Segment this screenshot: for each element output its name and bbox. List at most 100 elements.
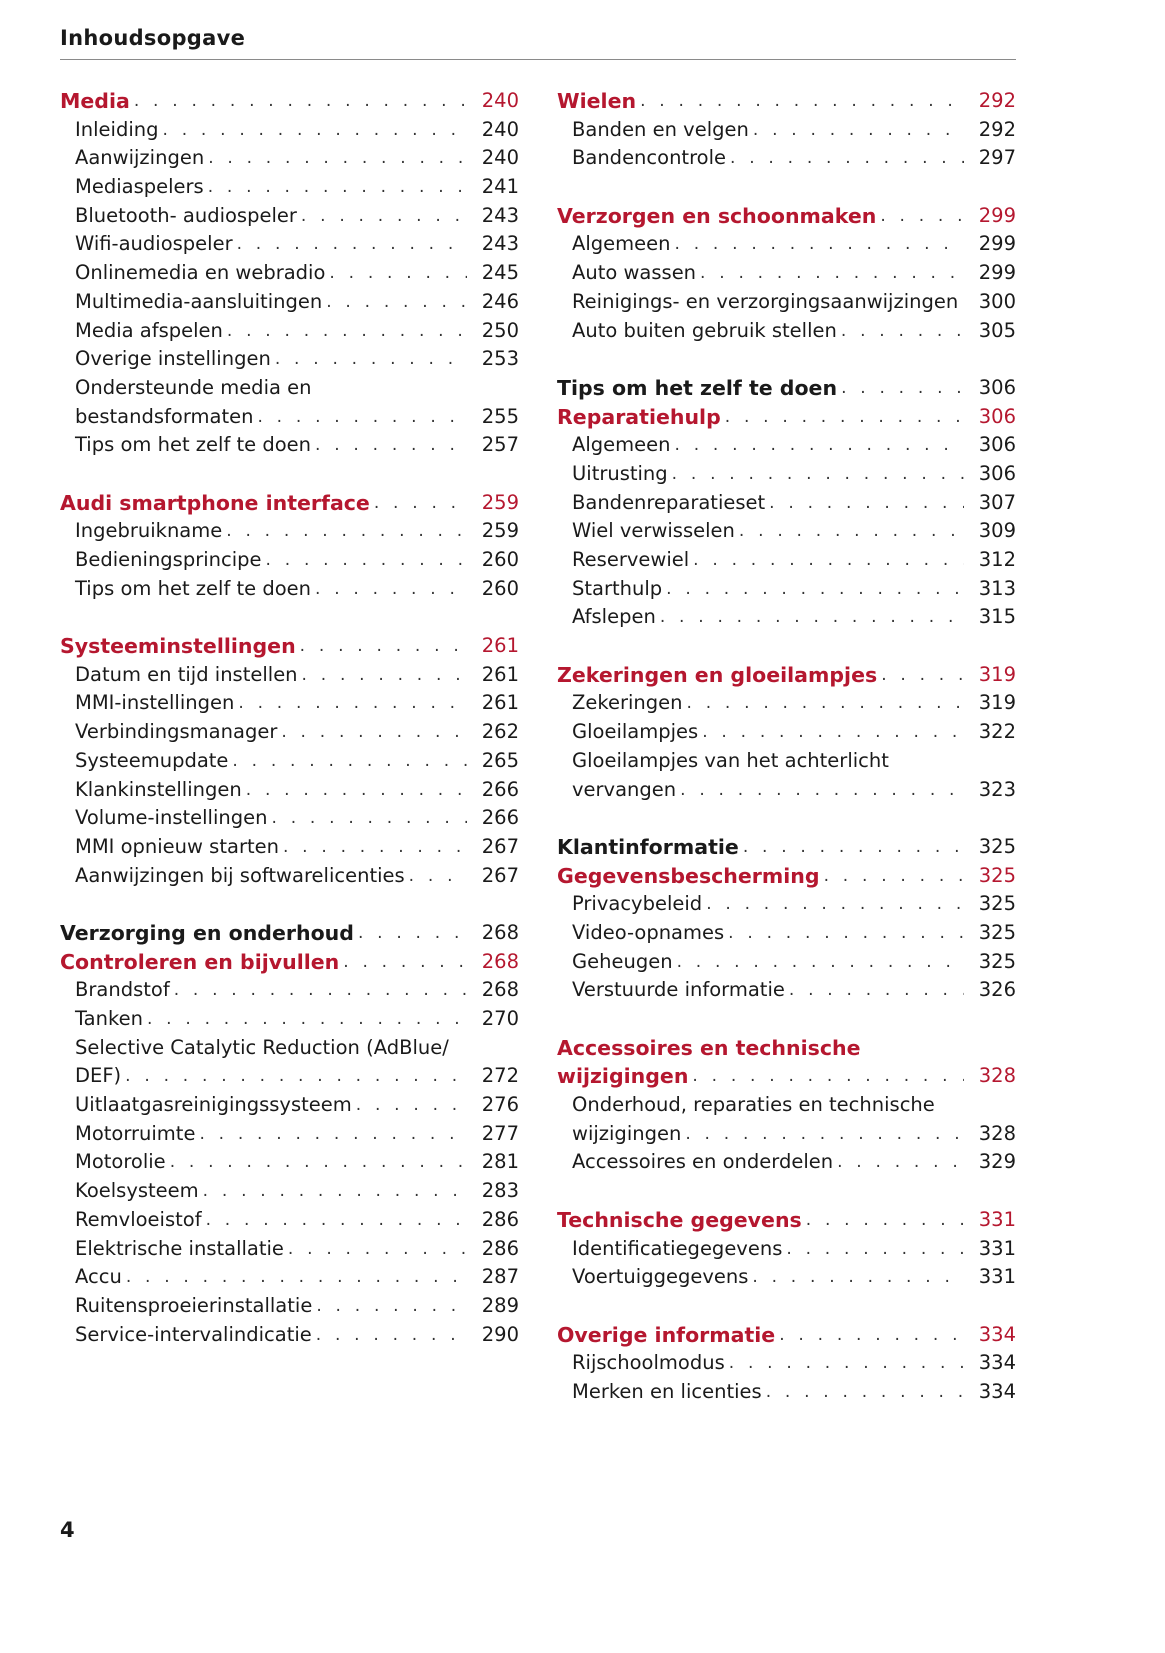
toc-entry[interactable]: Bandenreparatieset . . . . . . . . . . .…	[557, 489, 1016, 518]
toc-entry[interactable]: Bedieningsprincipe . . . . . . . . . . .…	[60, 546, 519, 575]
toc-entry[interactable]: Verstuurde informatie . . . . . . . . . …	[557, 976, 1016, 1005]
dot-leader: . . . . . . . . . . . . . . . . . . . . …	[752, 1267, 964, 1288]
toc-entry[interactable]: vervangen . . . . . . . . . . . . . . . …	[557, 776, 1016, 805]
toc-entry[interactable]: Zekeringen . . . . . . . . . . . . . . .…	[557, 689, 1016, 718]
toc-entry[interactable]: Bandencontrole . . . . . . . . . . . . .…	[557, 144, 1016, 173]
toc-entry-page: 268	[481, 920, 519, 944]
toc-entry[interactable]: Aanwijzingen . . . . . . . . . . . . . .…	[60, 144, 519, 173]
toc-section-heading[interactable]: Controleren en bijvullen . . . . . . . .…	[60, 948, 519, 977]
toc-entry[interactable]: Wiel verwisselen . . . . . . . . . . . .…	[557, 517, 1016, 546]
toc-entry[interactable]: Tips om het zelf te doen . . . . . . . .…	[60, 575, 519, 604]
toc-entry[interactable]: Brandstof . . . . . . . . . . . . . . . …	[60, 976, 519, 1005]
toc-entry[interactable]: Mediaspelers . . . . . . . . . . . . . .…	[60, 173, 519, 202]
toc-entry[interactable]: Gloeilampjes van het achterlicht	[557, 747, 1016, 776]
toc-entry[interactable]: Klankinstellingen . . . . . . . . . . . …	[60, 776, 519, 805]
toc-entry[interactable]: Privacybeleid . . . . . . . . . . . . . …	[557, 890, 1016, 919]
toc-section-heading[interactable]: Reparatiehulp . . . . . . . . . . . . . …	[557, 403, 1016, 432]
toc-entry[interactable]: Gloeilampjes . . . . . . . . . . . . . .…	[557, 718, 1016, 747]
toc-section-heading[interactable]: Verzorging en onderhoud . . . . . . . . …	[60, 919, 519, 948]
toc-entry[interactable]: Ruitensproeierinstallatie . . . . . . . …	[60, 1292, 519, 1321]
toc-section-heading[interactable]: Technische gegevens . . . . . . . . . . …	[557, 1206, 1016, 1235]
toc-entry-page: 325	[978, 920, 1016, 944]
toc-section-heading[interactable]: Gegevensbescherming . . . . . . . . . . …	[557, 862, 1016, 891]
toc-entry[interactable]: Voertuiggegevens . . . . . . . . . . . .…	[557, 1263, 1016, 1292]
dot-leader: . . . . . . . . . . . . . . . . . . . . …	[315, 578, 467, 599]
toc-entry[interactable]: Koelsysteem . . . . . . . . . . . . . . …	[60, 1177, 519, 1206]
toc-entry-page: 259	[481, 490, 519, 514]
toc-entry-page: 334	[978, 1379, 1016, 1403]
toc-entry[interactable]: Starthulp . . . . . . . . . . . . . . . …	[557, 575, 1016, 604]
spacer	[557, 632, 1016, 661]
toc-entry[interactable]: Overige instellingen . . . . . . . . . .…	[60, 345, 519, 374]
toc-entry[interactable]: Tips om het zelf te doen . . . . . . . .…	[60, 431, 519, 460]
toc-section-heading[interactable]: Tips om het zelf te doen . . . . . . . .…	[557, 374, 1016, 403]
toc-entry[interactable]: Ingebruikname . . . . . . . . . . . . . …	[60, 517, 519, 546]
toc-entry[interactable]: Algemeen . . . . . . . . . . . . . . . .…	[557, 431, 1016, 460]
toc-entry-title: wijzigingen	[557, 1064, 689, 1089]
toc-entry[interactable]: Volume-instellingen . . . . . . . . . . …	[60, 804, 519, 833]
toc-section-heading[interactable]: Overige informatie . . . . . . . . . . .…	[557, 1321, 1016, 1350]
toc-section-heading[interactable]: wijzigingen . . . . . . . . . . . . . . …	[557, 1062, 1016, 1091]
toc-section-heading[interactable]: Audi smartphone interface . . . . . . . …	[60, 489, 519, 518]
toc-entry[interactable]: Inleiding . . . . . . . . . . . . . . . …	[60, 116, 519, 145]
toc-entry[interactable]: Reinigings- en verzorgingsaanwijzingen .…	[557, 288, 1016, 317]
toc-entry[interactable]: Aanwijzingen bij softwarelicenties . . .…	[60, 862, 519, 891]
dot-leader: . . . . . . . . . . . . . . . . . . . . …	[674, 435, 964, 456]
toc-entry[interactable]: Accu . . . . . . . . . . . . . . . . . .…	[60, 1263, 519, 1292]
dot-leader: . . . . . . . . . . . . . . . . . . . . …	[728, 922, 964, 943]
toc-entry[interactable]: Bluetooth- audiospeler . . . . . . . . .…	[60, 202, 519, 231]
toc-entry[interactable]: Multimedia-aansluitingen . . . . . . . .…	[60, 288, 519, 317]
toc-entry[interactable]: Banden en velgen . . . . . . . . . . . .…	[557, 116, 1016, 145]
toc-entry[interactable]: Auto wassen . . . . . . . . . . . . . . …	[557, 259, 1016, 288]
toc-entry[interactable]: Uitlaatgasreinigingssysteem . . . . . . …	[60, 1091, 519, 1120]
toc-entry-title: MMI-instellingen	[75, 691, 235, 715]
toc-entry[interactable]: Wifi-audiospeler . . . . . . . . . . . .…	[60, 230, 519, 259]
toc-entry[interactable]: Service-intervalindicatie . . . . . . . …	[60, 1321, 519, 1350]
toc-entry[interactable]: Reservewiel . . . . . . . . . . . . . . …	[557, 546, 1016, 575]
toc-entry-title: Uitlaatgasreinigingssysteem	[75, 1093, 352, 1117]
toc-entry[interactable]: bestandsformaten . . . . . . . . . . . .…	[60, 403, 519, 432]
toc-entry[interactable]: Datum en tijd instellen . . . . . . . . …	[60, 661, 519, 690]
toc-entry-page: 331	[978, 1265, 1016, 1289]
toc-entry[interactable]: Afslepen . . . . . . . . . . . . . . . .…	[557, 603, 1016, 632]
toc-entry[interactable]: Accessoires en onderdelen . . . . . . . …	[557, 1148, 1016, 1177]
toc-entry[interactable]: Video-opnames . . . . . . . . . . . . . …	[557, 919, 1016, 948]
toc-entry[interactable]: Verbindingsmanager . . . . . . . . . . .…	[60, 718, 519, 747]
toc-entry[interactable]: Motorruimte . . . . . . . . . . . . . . …	[60, 1120, 519, 1149]
toc-entry[interactable]: Geheugen . . . . . . . . . . . . . . . .…	[557, 948, 1016, 977]
toc-section-heading[interactable]: Verzorgen en schoonmaken . . . . . . . .…	[557, 202, 1016, 231]
toc-section-heading[interactable]: Klantinformatie . . . . . . . . . . . . …	[557, 833, 1016, 862]
toc-entry-page: 243	[481, 203, 519, 227]
toc-entry[interactable]: Motorolie . . . . . . . . . . . . . . . …	[60, 1148, 519, 1177]
toc-entry[interactable]: Onderhoud, reparaties en technische	[557, 1091, 1016, 1120]
toc-entry-page: 334	[978, 1351, 1016, 1375]
toc-entry[interactable]: Uitrusting . . . . . . . . . . . . . . .…	[557, 460, 1016, 489]
toc-entry[interactable]: Ondersteunde media en	[60, 374, 519, 403]
toc-entry[interactable]: Merken en licenties . . . . . . . . . . …	[557, 1378, 1016, 1407]
toc-entry[interactable]: Tanken . . . . . . . . . . . . . . . . .…	[60, 1005, 519, 1034]
toc-entry[interactable]: Remvloeistof . . . . . . . . . . . . . .…	[60, 1206, 519, 1235]
toc-entry-page: 240	[481, 117, 519, 141]
toc-entry[interactable]: Identificatiegegevens . . . . . . . . . …	[557, 1235, 1016, 1264]
toc-section-heading[interactable]: Wielen . . . . . . . . . . . . . . . . .…	[557, 87, 1016, 116]
toc-section-heading[interactable]: Systeeminstellingen . . . . . . . . . . …	[60, 632, 519, 661]
dot-leader: . . . . . . . . . . . . . . . . . . . . …	[841, 377, 964, 398]
toc-entry[interactable]: Elektrische installatie . . . . . . . . …	[60, 1235, 519, 1264]
toc-section-heading[interactable]: Zekeringen en gloeilampjes . . . . . . .…	[557, 661, 1016, 690]
toc-entry[interactable]: Selective Catalytic Reduction (AdBlue/	[60, 1034, 519, 1063]
toc-entry[interactable]: Media afspelen . . . . . . . . . . . . .…	[60, 317, 519, 346]
dot-leader	[449, 1034, 467, 1063]
toc-entry[interactable]: MMI opnieuw starten . . . . . . . . . . …	[60, 833, 519, 862]
toc-entry[interactable]: Auto buiten gebruik stellen . . . . . . …	[557, 317, 1016, 346]
toc-section-heading[interactable]: Accessoires en technische	[557, 1034, 1016, 1063]
toc-entry[interactable]: wijzigingen . . . . . . . . . . . . . . …	[557, 1120, 1016, 1149]
toc-entry[interactable]: Onlinemedia en webradio . . . . . . . . …	[60, 259, 519, 288]
toc-entry[interactable]: Rijschoolmodus . . . . . . . . . . . . .…	[557, 1349, 1016, 1378]
toc-entry[interactable]: Systeemupdate . . . . . . . . . . . . . …	[60, 747, 519, 776]
toc-entry-title: Reservewiel	[572, 548, 690, 571]
toc-entry[interactable]: Algemeen . . . . . . . . . . . . . . . .…	[557, 230, 1016, 259]
toc-entry-title: Gloeilampjes	[572, 720, 699, 744]
toc-section-heading[interactable]: Media . . . . . . . . . . . . . . . . . …	[60, 87, 519, 116]
toc-entry[interactable]: DEF) . . . . . . . . . . . . . . . . . .…	[60, 1062, 519, 1091]
toc-entry[interactable]: MMI-instellingen . . . . . . . . . . . .…	[60, 689, 519, 718]
